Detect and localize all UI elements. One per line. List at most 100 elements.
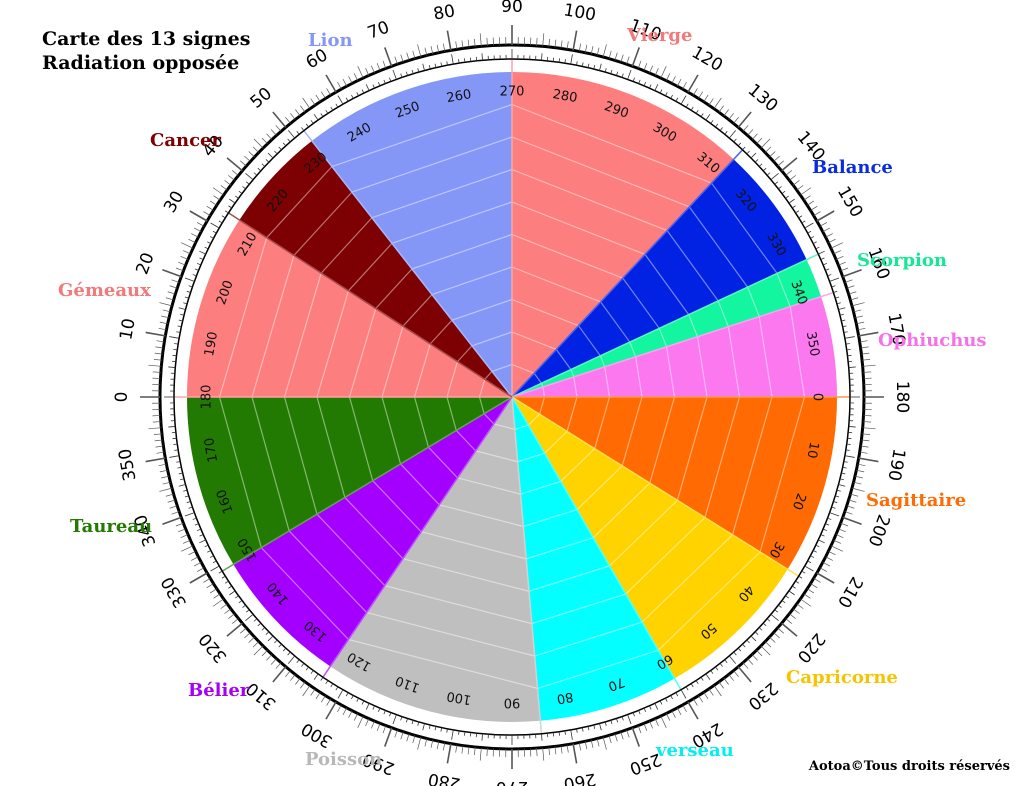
outer-tick: [175, 522, 184, 527]
outer-tick: [536, 748, 538, 757]
outer-tick: [357, 66, 364, 79]
outer-tick: [796, 185, 804, 191]
sector-chord: [622, 277, 660, 329]
inner-tick: [675, 692, 679, 697]
outer-tick: [180, 534, 189, 538]
outer-tick: [833, 539, 842, 544]
outer-tick: [152, 371, 161, 373]
outer-tick: [430, 739, 434, 748]
inner-tick: [177, 466, 182, 469]
inner-tick: [228, 585, 233, 589]
sector-chord: [344, 497, 404, 560]
sector-chord: [471, 331, 513, 347]
outer-tick: [417, 736, 422, 750]
outer-tick: [371, 720, 375, 729]
outer-tick: [649, 65, 653, 74]
inner-tick: [178, 472, 183, 475]
inner-tick: [599, 723, 602, 731]
outer-tick: [614, 52, 618, 61]
outer-tick: [840, 522, 849, 527]
inner-tick: [541, 733, 543, 741]
outer-tick: [602, 736, 607, 750]
outer-tick: [326, 698, 332, 706]
outer-tick: [203, 211, 211, 217]
inner-tick: [770, 613, 779, 621]
outer-degree-label: 50: [247, 84, 276, 113]
inner-tick: [833, 290, 838, 293]
outer-tick: [181, 545, 194, 552]
outer-tick: [554, 39, 557, 48]
outer-tick: [479, 747, 482, 761]
inner-tick: [296, 659, 300, 664]
sector-chord: [316, 396, 346, 498]
outer-tick: [461, 40, 464, 49]
inner-tick: [710, 120, 714, 124]
outer-degree-label: 180: [892, 381, 912, 413]
outer-tick: [713, 97, 722, 109]
outer-tick: [861, 352, 870, 355]
outer-tick: [842, 269, 862, 278]
outer-tick: [384, 727, 393, 747]
inner-degree-label: 80: [556, 689, 575, 707]
inner-tick: [742, 146, 746, 151]
inner-tick: [178, 319, 183, 322]
inner-tick: [670, 94, 673, 99]
outer-tick: [859, 340, 868, 343]
outer-tick: [165, 493, 174, 497]
outer-tick: [548, 747, 550, 756]
outer-tick: [751, 654, 758, 661]
copyright-notice: Aotoa©Tous droits réservés: [808, 759, 1010, 774]
inner-tick: [199, 250, 206, 255]
boundary-spokes: [174, 59, 850, 734]
inner-tick: [178, 484, 186, 487]
inner-degree-label: 30: [766, 539, 787, 561]
outer-tick: [406, 733, 410, 742]
sign-label-balance: Balance: [812, 157, 893, 178]
inner-tick: [245, 181, 250, 185]
sector-taureau: [187, 397, 512, 565]
outer-tick: [578, 43, 582, 52]
outer-tick: [455, 744, 458, 753]
inner-tick: [827, 517, 832, 520]
sector-chord: [366, 611, 535, 657]
outer-tick: [155, 445, 164, 448]
inner-tick: [257, 622, 262, 627]
outer-tick: [676, 78, 682, 87]
outer-tick: [803, 593, 811, 599]
inner-tick: [685, 103, 689, 108]
outer-tick: [159, 302, 173, 307]
outer-tick: [584, 44, 588, 53]
inner-tick: [265, 631, 270, 635]
outer-tick: [810, 583, 818, 589]
outer-tick: [342, 707, 348, 716]
inner-tick: [638, 79, 641, 84]
outer-tick: [742, 125, 749, 132]
sector-chord: [451, 298, 513, 321]
outer-tick: [560, 40, 563, 49]
inner-tick: [176, 331, 181, 333]
outer-tick: [152, 421, 161, 423]
sector-chord: [320, 217, 373, 274]
inner-tick: [798, 215, 803, 219]
inner-tick: [839, 478, 844, 481]
sector-chord: [578, 325, 601, 357]
outer-tick: [572, 30, 578, 51]
outer-tick: [310, 688, 316, 696]
inner-tick: [610, 720, 613, 725]
outer-tick: [193, 227, 202, 233]
inner-tick: [766, 172, 771, 176]
outer-tick: [769, 151, 776, 158]
inner-tick: [218, 570, 223, 574]
outer-tick: [859, 451, 868, 454]
inner-tick: [785, 195, 789, 199]
inner-tick: [700, 113, 704, 118]
outer-tick: [486, 748, 488, 757]
sign-label-sagittaire: Sagittaire: [866, 490, 967, 511]
sector-chord: [251, 255, 295, 398]
inner-tick: [180, 313, 185, 316]
inner-tick: [229, 198, 236, 204]
inner-tick: [337, 95, 344, 105]
outer-tick: [295, 677, 301, 685]
outer-tick: [857, 463, 866, 467]
inner-tick: [843, 331, 848, 333]
